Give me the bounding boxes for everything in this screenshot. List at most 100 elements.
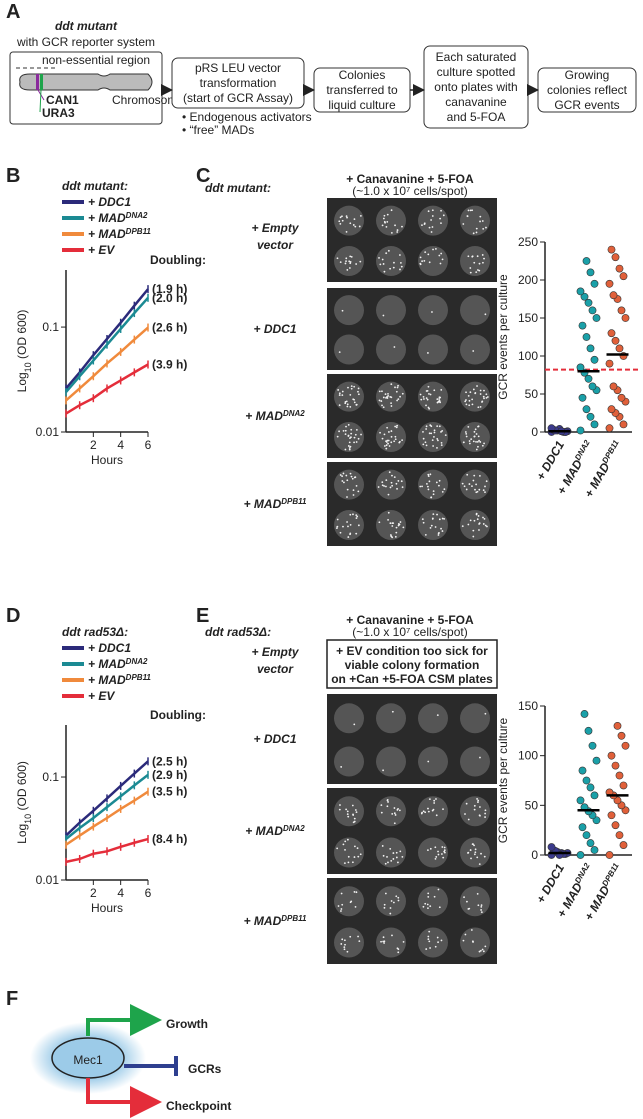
colony bbox=[340, 910, 342, 912]
colony bbox=[356, 847, 359, 850]
colony bbox=[342, 472, 345, 475]
colony bbox=[399, 521, 402, 523]
y-label-main: Log bbox=[15, 372, 29, 392]
colony bbox=[393, 807, 396, 809]
colony bbox=[349, 513, 352, 516]
data-point bbox=[607, 245, 616, 254]
colony bbox=[386, 805, 389, 808]
data-point bbox=[613, 721, 622, 730]
condition-label-sup: DNA2 bbox=[283, 409, 305, 418]
colony bbox=[484, 485, 486, 488]
growth-label: Growth bbox=[166, 1017, 208, 1031]
colony bbox=[391, 710, 394, 713]
colony bbox=[355, 403, 358, 406]
colony bbox=[343, 946, 346, 949]
colony bbox=[432, 445, 435, 447]
step-box bbox=[171, 57, 305, 109]
legend-label-sup: DPB11 bbox=[126, 227, 152, 236]
data-point bbox=[605, 279, 614, 288]
colony bbox=[402, 526, 405, 529]
colony bbox=[424, 811, 427, 814]
colony bbox=[474, 851, 477, 854]
spot bbox=[460, 334, 490, 365]
spot bbox=[418, 886, 448, 917]
y-tick-label: 200 bbox=[518, 273, 538, 287]
legend-label: + DDC1 bbox=[88, 195, 131, 209]
colony bbox=[476, 490, 479, 493]
colony bbox=[389, 267, 392, 270]
colony bbox=[390, 402, 392, 404]
colony bbox=[397, 398, 400, 401]
colony bbox=[470, 857, 472, 860]
data-point bbox=[621, 314, 630, 322]
colony bbox=[419, 485, 422, 488]
colony bbox=[359, 260, 362, 263]
colony bbox=[342, 525, 344, 528]
colony bbox=[391, 484, 394, 487]
plate-density: (~1.0 x 10⁷ cells/spot) bbox=[352, 184, 467, 198]
data-point bbox=[586, 268, 595, 277]
colony bbox=[436, 425, 439, 428]
colony bbox=[378, 390, 381, 393]
y-label-sub: 10 bbox=[23, 362, 33, 372]
colony bbox=[483, 442, 485, 445]
data-point bbox=[582, 257, 591, 265]
plate-density: (~1.0 x 10⁷ cells/spot) bbox=[352, 625, 467, 639]
colony bbox=[485, 393, 488, 396]
colony bbox=[389, 522, 392, 525]
colony bbox=[465, 802, 468, 805]
colony bbox=[478, 950, 481, 953]
ura3-marker bbox=[40, 74, 43, 90]
colony bbox=[469, 271, 472, 274]
checkpoint-arrow bbox=[86, 1078, 162, 1118]
legend-label-sup: DNA2 bbox=[126, 657, 148, 666]
data-point bbox=[611, 761, 620, 770]
data-point bbox=[586, 344, 595, 353]
colony bbox=[428, 798, 431, 801]
spot bbox=[376, 295, 406, 326]
colony bbox=[422, 905, 425, 908]
colony bbox=[387, 392, 389, 395]
spot bbox=[460, 246, 490, 276]
colony bbox=[382, 406, 385, 409]
condition-label-sup: DNA2 bbox=[283, 824, 305, 833]
colony bbox=[341, 480, 344, 482]
colony bbox=[465, 391, 467, 394]
colony bbox=[347, 855, 350, 858]
data-point bbox=[590, 279, 599, 288]
colony bbox=[426, 485, 429, 488]
chart-title: ddt rad53Δ: bbox=[62, 625, 128, 639]
colony bbox=[441, 429, 444, 432]
y-tick-label: 100 bbox=[518, 349, 538, 363]
colony bbox=[356, 515, 359, 518]
colony bbox=[345, 474, 348, 477]
colony bbox=[433, 799, 436, 802]
data-point bbox=[586, 412, 595, 421]
colony bbox=[384, 393, 387, 396]
colony bbox=[396, 424, 399, 427]
colony bbox=[339, 223, 342, 225]
condition-label-sup: DPB11 bbox=[281, 914, 307, 923]
colony bbox=[477, 799, 480, 802]
colony bbox=[351, 861, 354, 864]
colony bbox=[336, 847, 339, 850]
colony bbox=[473, 430, 476, 433]
spot bbox=[460, 703, 490, 734]
y-tick-label: 0.1 bbox=[42, 770, 59, 784]
colony bbox=[462, 939, 465, 942]
colony bbox=[443, 851, 446, 854]
data-point bbox=[576, 426, 585, 435]
colony bbox=[427, 896, 430, 898]
colony bbox=[344, 402, 347, 405]
colony bbox=[431, 215, 434, 217]
colony bbox=[339, 474, 342, 476]
colony bbox=[344, 840, 347, 843]
colony bbox=[465, 403, 468, 406]
spot bbox=[376, 334, 406, 365]
colony bbox=[383, 270, 386, 273]
colony bbox=[354, 906, 357, 908]
colony bbox=[385, 441, 388, 443]
colony bbox=[466, 215, 469, 217]
colony bbox=[385, 447, 388, 450]
colony bbox=[472, 232, 475, 235]
